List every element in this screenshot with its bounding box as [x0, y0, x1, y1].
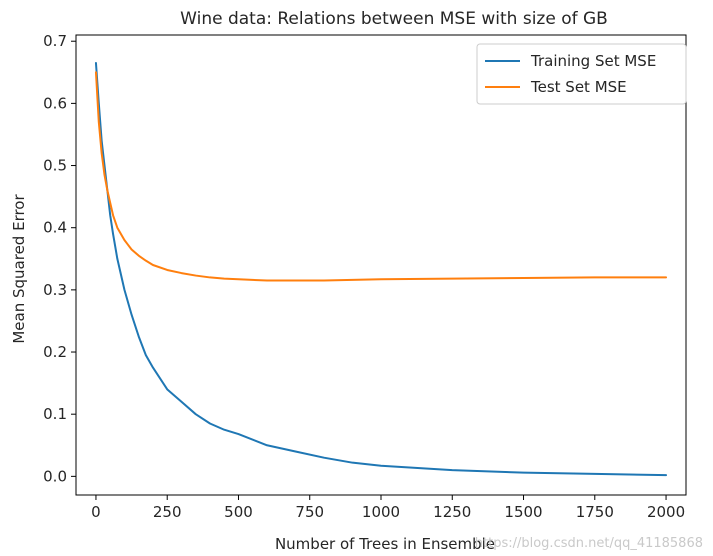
x-tick-label: 0	[91, 503, 101, 521]
x-tick-label: 1500	[504, 503, 542, 521]
x-tick-label: 750	[295, 503, 324, 521]
y-tick-label: 0.0	[43, 467, 67, 485]
y-axis-ticks: 0.0 0.1 0.2 0.3 0.4 0.5 0.6 0.7	[43, 32, 76, 485]
x-tick-label: 500	[224, 503, 253, 521]
watermark: https://blog.csdn.net/qq_41185868	[475, 536, 703, 551]
y-tick-label: 0.6	[43, 94, 67, 112]
y-axis-label: Mean Squared Error	[10, 194, 28, 344]
legend-label-test: Test Set MSE	[530, 78, 627, 96]
legend-box	[476, 43, 687, 105]
y-tick-label: 0.1	[43, 405, 67, 423]
y-tick-label: 0.5	[43, 157, 67, 175]
y-tick-label: 0.4	[43, 219, 67, 237]
legend-label-training: Training Set MSE	[530, 52, 656, 70]
x-tick-label: 250	[153, 503, 182, 521]
chart-title: Wine data: Relations between MSE with si…	[180, 9, 608, 29]
series-layer	[94, 61, 668, 477]
x-tick-label: 1250	[433, 503, 471, 521]
x-axis-ticks: 0 250 500 750 1000 1250 1500 1750 2000	[91, 495, 685, 521]
y-tick-label: 0.7	[43, 32, 67, 50]
series-test-line	[94, 71, 668, 282]
x-tick-label: 2000	[647, 503, 685, 521]
series-training-line	[94, 61, 668, 477]
y-tick-label: 0.2	[43, 343, 67, 361]
legend: Training Set MSE Test Set MSE	[476, 43, 687, 105]
x-axis-label: Number of Trees in Ensemble	[275, 535, 495, 553]
x-tick-label: 1000	[362, 503, 400, 521]
y-tick-label: 0.3	[43, 281, 67, 299]
x-tick-label: 1750	[576, 503, 614, 521]
